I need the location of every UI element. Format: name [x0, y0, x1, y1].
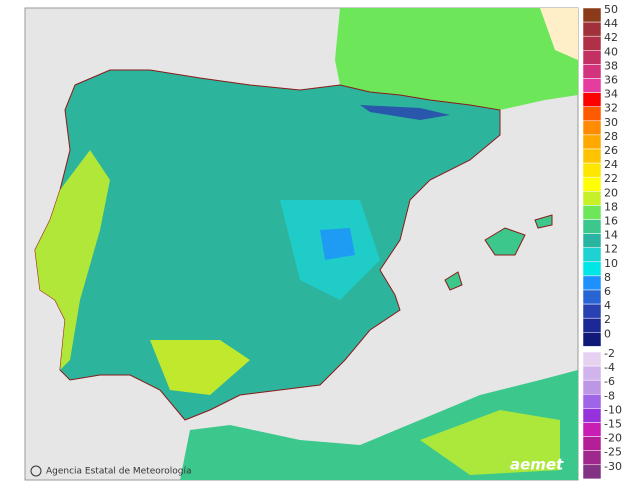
legend-swatch [582, 351, 602, 367]
legend: 5044424038363432302826242220181614121086… [582, 3, 622, 480]
legend-label: -4 [604, 361, 615, 374]
logo: aemet [510, 456, 564, 474]
south-warm [150, 340, 250, 395]
legend-swatch [582, 233, 602, 248]
legend-swatch [582, 261, 602, 277]
legend-label: -20 [604, 432, 622, 445]
legend-label: 32 [604, 102, 618, 115]
legend-label: -15 [604, 418, 622, 431]
legend-label: -6 [604, 375, 615, 388]
legend-label: 4 [604, 299, 611, 312]
legend-swatch [582, 379, 602, 395]
pyrenees [360, 105, 450, 120]
legend-swatch [582, 205, 602, 220]
legend-swatch [582, 21, 602, 37]
legend-label: 16 [604, 215, 618, 228]
legend-swatch [582, 148, 602, 164]
legend-label: 38 [604, 59, 618, 72]
legend-label: 36 [604, 74, 618, 87]
legend-swatch [582, 106, 602, 122]
menorca [534, 214, 553, 229]
legend-label: 0 [604, 327, 611, 340]
legend-swatch [582, 64, 602, 79]
legend-label: 18 [604, 200, 618, 213]
legend-swatch [582, 176, 602, 192]
legend-swatch [582, 247, 602, 263]
legend-swatch [582, 289, 602, 305]
legend-label: -25 [604, 446, 622, 459]
legend-label: -2 [604, 347, 615, 360]
legend-label: 24 [604, 158, 618, 171]
legend-label: 14 [604, 229, 618, 242]
legend-swatch [582, 436, 602, 451]
legend-label: 22 [604, 172, 618, 185]
ibiza [444, 271, 463, 291]
legend-label: 50 [604, 3, 618, 16]
legend-swatch [582, 162, 602, 178]
france-warm [540, 8, 578, 60]
legend-label: 8 [604, 271, 611, 284]
coast-warm [35, 150, 110, 370]
legend-label: -8 [604, 389, 615, 402]
legend-swatch [582, 78, 602, 93]
legend-swatch [582, 317, 602, 333]
cold-spot [320, 228, 355, 260]
mallorca [484, 227, 526, 256]
legend-label: 28 [604, 130, 618, 143]
legend-swatch [582, 332, 602, 347]
legend-label: 34 [604, 88, 618, 101]
legend-label: -10 [604, 403, 622, 416]
legend-swatch [582, 464, 602, 480]
legend-swatch [582, 365, 602, 381]
legend-label: 30 [604, 116, 618, 129]
legend-swatch [582, 134, 602, 150]
france-land [335, 8, 578, 110]
legend-swatch [582, 408, 602, 423]
africa-warm [420, 410, 560, 475]
legend-swatch [582, 275, 602, 291]
legend-swatch [582, 450, 602, 466]
legend-label: 20 [604, 186, 618, 199]
legend-swatch [582, 50, 602, 65]
legend-label: -30 [604, 460, 622, 473]
copyright-icon [30, 465, 42, 477]
credit: Agencia Estatal de Meteorología [46, 467, 192, 477]
legend-swatch [582, 120, 602, 136]
legend-label: 2 [604, 313, 611, 326]
legend-swatch [582, 422, 602, 437]
legend-label: 12 [604, 243, 618, 256]
legend-swatch [582, 7, 602, 23]
legend-label: 40 [604, 45, 618, 58]
legend-swatch [582, 35, 602, 51]
legend-label: 6 [604, 285, 611, 298]
legend-label: 26 [604, 144, 618, 157]
legend-swatch [582, 92, 602, 107]
legend-label: 42 [604, 31, 618, 44]
legend-swatch [582, 303, 602, 319]
legend-swatch [582, 394, 602, 409]
legend-swatch [582, 219, 602, 234]
legend-swatch [582, 191, 602, 206]
legend-label: 44 [604, 17, 618, 30]
legend-label: 10 [604, 257, 618, 270]
